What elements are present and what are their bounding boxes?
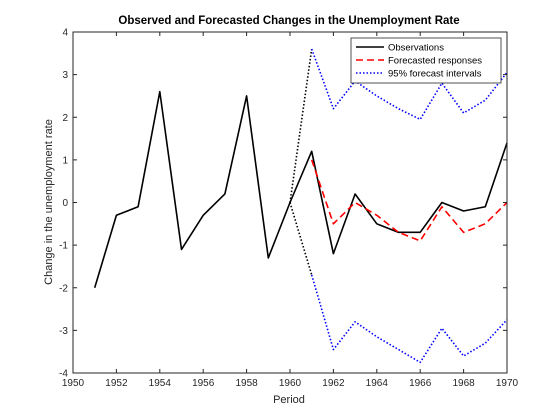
forecast-line [310, 159, 508, 242]
observations-line [93, 90, 508, 288]
y-tick-label: 1 [62, 155, 68, 166]
y-axis-label: Change in the unemployment rate [43, 119, 55, 285]
x-axis-label: Period [273, 394, 305, 406]
legend-entry: 95% forecast intervals [388, 69, 482, 80]
legend-box [350, 37, 502, 84]
connector-line-2 [289, 202, 313, 276]
y-tick-label: 0 [62, 198, 68, 209]
plot-area: 1950 1952 1954 1956 1958 1960 1962 1964 1966 1968… [59, 28, 518, 390]
legend: Observations Forecasted responses 95% fore… [350, 37, 502, 84]
y-tick-label: -4 [59, 369, 68, 380]
legend-entry: Forecasted responses [388, 56, 482, 67]
x-tick-label: 1952 [105, 378, 128, 389]
x-tick-label: 1964 [366, 378, 389, 389]
y-tick-label: 3 [62, 70, 68, 81]
y-tick-label: 2 [62, 113, 68, 124]
y-tick-label: -2 [59, 283, 68, 294]
connector-line-1 [289, 48, 313, 203]
x-tick-label: 1950 [62, 378, 85, 389]
x-tick-label: 1958 [235, 378, 258, 389]
chart-title: Observed and Forecasted Changes in the U… [118, 15, 459, 27]
x-tick-label: 1960 [279, 378, 302, 389]
x-tick-label: 1970 [496, 378, 519, 389]
y-tick-label: 4 [62, 28, 68, 39]
x-tick-label: 1962 [322, 378, 345, 389]
x-tick-label: 1956 [192, 378, 215, 389]
legend-entry: Observations [388, 43, 444, 54]
x-tick-label: 1954 [149, 378, 172, 389]
upper-interval-line [310, 48, 508, 121]
x-tick-label: 1968 [452, 378, 475, 389]
lower-interval-line [310, 274, 508, 364]
y-tick-label: -3 [59, 326, 68, 337]
y-tick-label: -1 [59, 241, 68, 252]
x-tick-label: 1966 [409, 378, 432, 389]
